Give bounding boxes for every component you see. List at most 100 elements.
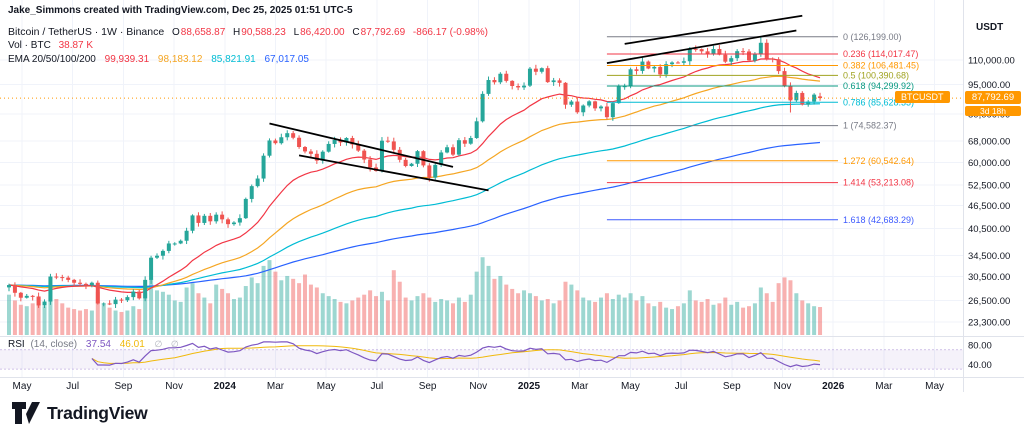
candle-body (350, 137, 355, 145)
volume-bar (42, 306, 47, 335)
volume-bar (557, 300, 562, 335)
volume-bar (214, 284, 219, 335)
candle-body (812, 94, 817, 102)
volume-bar (326, 296, 331, 335)
volume-bar (374, 296, 379, 335)
volume-bar (498, 275, 503, 335)
time-axis[interactable] (0, 378, 963, 394)
time-axis-label[interactable]: Nov (774, 381, 792, 392)
fib-label: 0.618 (94,299.92) (843, 81, 914, 91)
time-axis-label[interactable]: May (317, 381, 336, 392)
change-value: -866.17 (-0.98%) (412, 27, 488, 38)
time-axis-label[interactable]: Jul (371, 381, 384, 392)
candle-body (735, 51, 740, 59)
time-axis-label[interactable]: May (925, 381, 944, 392)
candle-body (652, 66, 657, 69)
last-price-badge[interactable]: 87,792.69 (965, 91, 1021, 104)
candle-body (66, 277, 71, 280)
volume-bar (18, 304, 23, 335)
trendline-2024-lower[interactable] (298, 154, 489, 192)
volume-bar (628, 293, 633, 335)
volume-bar (12, 300, 17, 335)
volume-bar (522, 290, 527, 335)
volume-label: Vol · BTC (8, 40, 51, 51)
volume-bar (184, 287, 189, 335)
candle-body (155, 255, 159, 258)
volume-bar (675, 306, 680, 335)
volume-bar (243, 286, 248, 335)
time-axis-label[interactable]: May (13, 381, 32, 392)
time-axis-label[interactable]: Nov (469, 381, 487, 392)
rsi-disabled-icons[interactable]: ∅ ∅ (154, 339, 182, 349)
candle-body (119, 299, 124, 301)
time-axis-label[interactable]: Mar (267, 381, 285, 392)
volume-value: 38.87 K (58, 40, 94, 51)
price-tick-label: 23,300.00 (968, 317, 1010, 328)
time-axis-label[interactable]: Sep (115, 381, 133, 392)
candle-body (214, 214, 219, 222)
volume-bar (350, 300, 355, 335)
candle-body (634, 69, 639, 71)
high-value: 90,588.23 (241, 27, 286, 38)
ema100-value: 85,821.91 (211, 54, 256, 65)
candle-body (24, 295, 29, 298)
volume-bar (634, 300, 639, 335)
quote-currency-label[interactable]: USDT (976, 22, 1004, 33)
price-tick-label: 95,000.00 (968, 80, 1010, 91)
volume-bar (172, 300, 177, 335)
time-axis-label[interactable]: 2024 (214, 381, 237, 392)
candle-body (18, 292, 23, 298)
volume-bar (113, 310, 118, 335)
rsi-ma-value: 46.01 (119, 339, 145, 350)
volume-bar (403, 297, 408, 335)
volume-bar (303, 274, 307, 335)
volume-bar (652, 306, 657, 335)
candle-body (593, 101, 598, 109)
volume-bar (379, 291, 384, 335)
time-axis-label[interactable]: Jul (66, 381, 79, 392)
time-axis-label[interactable]: 2025 (518, 381, 541, 392)
time-axis-label[interactable]: Nov (165, 381, 183, 392)
volume-bar (705, 299, 710, 335)
candle-body (303, 146, 307, 152)
trendline-2024-upper[interactable] (269, 122, 454, 168)
volume-bar (344, 303, 349, 335)
close-value: 87,792.69 (360, 27, 406, 38)
time-axis-label[interactable]: 2026 (822, 381, 845, 392)
candle-body (421, 151, 426, 166)
candle-body (48, 276, 53, 302)
volume-bar (699, 301, 704, 335)
volume-bar (670, 309, 675, 335)
time-axis-label[interactable]: Jul (675, 381, 688, 392)
candle-body (575, 101, 580, 113)
symbol-price-tag[interactable]: BTCUSDT (895, 91, 950, 103)
candle-body (101, 303, 106, 305)
candle-body (628, 69, 633, 87)
volume-bar (433, 301, 438, 335)
time-axis-label[interactable]: Sep (723, 381, 741, 392)
price-axis[interactable] (963, 0, 1024, 392)
time-axis-label[interactable]: May (621, 381, 640, 392)
tradingview-logo[interactable]: TradingView (12, 402, 148, 424)
candle-body (7, 285, 11, 288)
volume-bar (717, 303, 722, 335)
candle-body (297, 137, 302, 147)
trendline-2025-lower[interactable] (606, 29, 797, 64)
candle-body (137, 291, 142, 299)
volume-bar (818, 307, 823, 335)
open-label: O (171, 27, 180, 38)
volume-bar (237, 297, 242, 335)
volume-bar (658, 301, 663, 335)
candle-body (717, 49, 722, 55)
candle-body (255, 178, 260, 187)
time-axis-label[interactable]: Mar (875, 381, 893, 392)
volume-bar (800, 300, 805, 335)
time-axis-label[interactable]: Sep (419, 381, 437, 392)
candle-body (705, 51, 710, 54)
candle-body (569, 101, 574, 105)
time-axis-label[interactable]: Mar (571, 381, 589, 392)
open-value: 88,658.87 (180, 27, 226, 38)
trendline-2025-upper[interactable] (624, 14, 803, 45)
